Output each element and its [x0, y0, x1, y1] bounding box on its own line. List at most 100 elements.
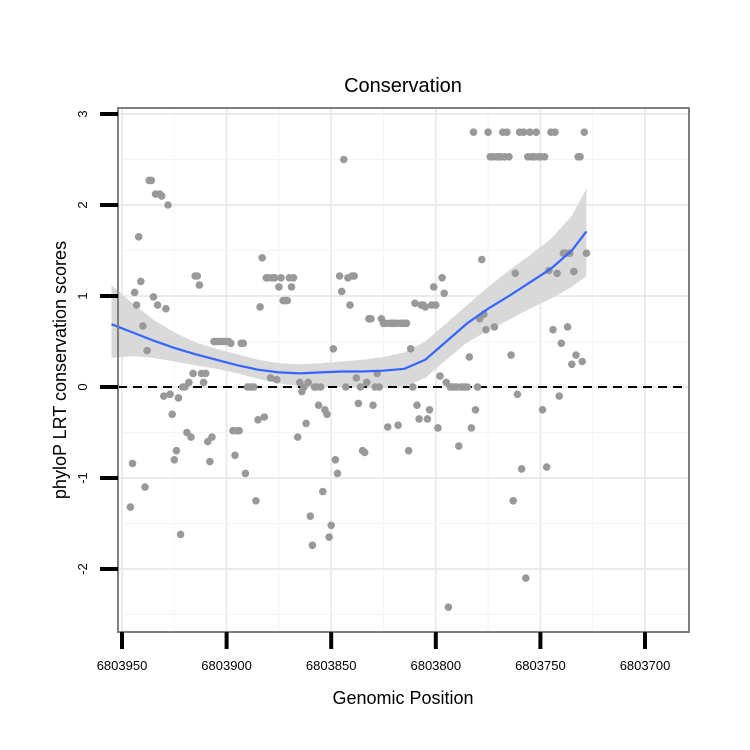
data-point — [208, 433, 216, 441]
data-point — [195, 281, 204, 289]
data-point — [354, 399, 363, 408]
data-point — [189, 369, 197, 378]
data-point — [469, 128, 478, 136]
data-point — [423, 415, 432, 423]
data-point — [319, 487, 327, 496]
data-point — [557, 339, 566, 348]
data-point — [306, 512, 315, 520]
data-point — [440, 289, 449, 298]
data-point — [199, 378, 208, 387]
data-point — [302, 419, 310, 428]
data-point — [367, 315, 375, 323]
data-point — [239, 339, 248, 348]
data-point — [482, 325, 490, 334]
data-point — [471, 406, 480, 414]
data-point — [578, 357, 586, 366]
y-axis-label: phyloP LRT conservation scores — [50, 241, 70, 499]
data-point — [128, 459, 137, 468]
data-point — [304, 378, 313, 387]
data-point — [254, 416, 262, 424]
y-tick-label: 0 — [75, 383, 90, 390]
data-point — [293, 433, 302, 441]
data-point — [327, 521, 336, 530]
data-point — [436, 372, 444, 380]
data-point — [517, 465, 526, 473]
data-point — [134, 233, 143, 241]
data-point — [137, 277, 145, 286]
data-point — [538, 406, 547, 414]
data-point — [511, 269, 520, 278]
data-point — [287, 283, 296, 291]
data-point — [526, 128, 534, 136]
data-point — [582, 249, 591, 257]
data-point — [580, 128, 589, 136]
x-axis: 6803950 6803900 6803850 6803800 6803750 68037… — [97, 632, 671, 673]
data-point — [513, 390, 522, 399]
data-point — [542, 463, 551, 471]
data-point — [157, 192, 166, 200]
data-point — [187, 433, 195, 441]
data-point — [463, 383, 472, 391]
data-point — [532, 128, 540, 136]
data-point — [273, 375, 281, 384]
data-point — [174, 394, 183, 402]
data-point — [363, 378, 371, 387]
data-point — [227, 339, 235, 348]
data-point — [231, 451, 239, 460]
data-point — [162, 304, 170, 313]
data-point — [346, 301, 354, 309]
confidence-ribbon — [111, 188, 587, 388]
data-point — [141, 483, 149, 491]
data-point — [540, 153, 549, 161]
y-tick-label: 1 — [75, 292, 90, 299]
data-point — [444, 603, 453, 611]
x-axis-label: Genomic Position — [332, 688, 473, 708]
data-point — [176, 530, 185, 539]
data-point — [522, 574, 530, 582]
data-point — [438, 274, 446, 282]
data-point — [553, 269, 561, 278]
data-point — [551, 128, 559, 136]
data-point — [434, 424, 442, 432]
data-points — [126, 128, 591, 611]
data-point — [266, 374, 275, 382]
x-tick-label: 6803750 — [515, 658, 566, 673]
x-tick-label: 6803950 — [97, 658, 148, 673]
data-point — [509, 497, 517, 505]
x-tick-label: 6803800 — [410, 658, 461, 673]
chart-title: Conservation — [344, 75, 462, 97]
data-point — [406, 345, 415, 353]
y-tick-label: 2 — [75, 201, 90, 208]
data-point — [126, 503, 135, 511]
data-point — [383, 423, 392, 431]
data-point — [143, 346, 151, 355]
data-point — [356, 383, 365, 391]
data-point — [185, 378, 193, 387]
data-point — [337, 287, 346, 296]
data-point — [490, 323, 499, 331]
data-point — [572, 351, 580, 359]
data-point — [352, 374, 361, 382]
data-point — [576, 153, 584, 161]
data-point — [409, 383, 417, 391]
data-point — [402, 319, 411, 328]
data-point — [323, 410, 331, 419]
y-tick-label: -1 — [75, 472, 90, 484]
data-point — [206, 457, 214, 466]
data-point — [340, 155, 348, 164]
data-point — [421, 303, 430, 311]
data-point — [549, 325, 557, 334]
data-point — [568, 360, 576, 369]
data-point — [283, 296, 292, 305]
data-point — [166, 390, 174, 399]
data-point — [555, 392, 563, 400]
data-point — [413, 401, 421, 410]
data-point — [241, 469, 250, 478]
data-point — [250, 383, 258, 391]
data-point — [260, 413, 269, 421]
data-point — [316, 383, 325, 391]
data-point — [335, 272, 344, 280]
x-tick-label: 6803700 — [620, 658, 671, 673]
data-point — [256, 303, 264, 311]
data-point — [503, 128, 511, 136]
